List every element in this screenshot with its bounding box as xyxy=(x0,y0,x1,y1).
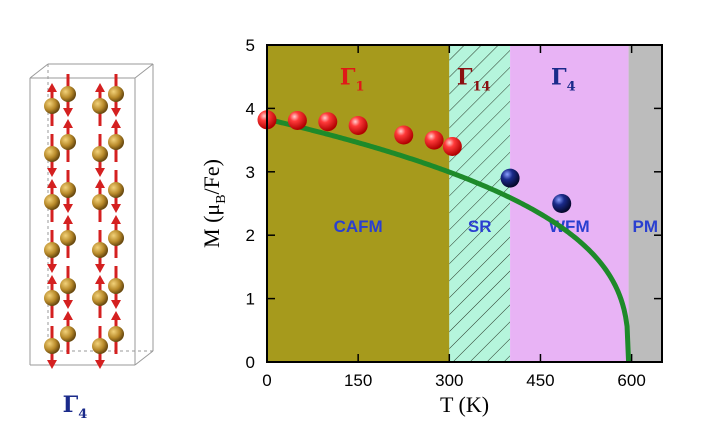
x-tick-label: 450 xyxy=(526,371,554,390)
spin-arrowhead xyxy=(63,119,73,128)
fe-atom xyxy=(108,326,124,342)
cell-edge xyxy=(29,63,49,79)
spin-arrowhead xyxy=(63,108,73,117)
fe-atom xyxy=(44,98,60,114)
fe-atom xyxy=(60,278,76,294)
crystal-structure: Γ4 xyxy=(29,63,154,422)
spin-arrowhead xyxy=(47,83,57,92)
spin-arrowhead xyxy=(95,264,105,273)
data-point xyxy=(424,130,444,150)
spin-arrowhead xyxy=(47,275,57,284)
y-tick-label: 4 xyxy=(246,99,255,118)
fe-atom xyxy=(108,182,124,198)
y-tick-label: 3 xyxy=(246,163,255,182)
spin-arrowhead xyxy=(95,275,105,284)
phase-regions xyxy=(267,45,662,362)
fe-atom xyxy=(44,194,60,210)
data-point xyxy=(500,168,520,188)
fe-atom xyxy=(44,338,60,354)
data-point xyxy=(552,194,572,213)
cell-edge xyxy=(134,350,154,366)
phase-symbol-labels: Γ1 Γ14 Γ4 xyxy=(340,64,576,94)
region-labels: CAFM SR WFM PM xyxy=(334,217,658,236)
fe-atom xyxy=(60,326,76,342)
spin-arrowhead xyxy=(95,179,105,188)
fe-atom xyxy=(92,242,108,258)
spin-arrowhead xyxy=(47,168,57,177)
spin-arrowhead xyxy=(111,204,121,213)
data-point xyxy=(318,112,338,132)
region-label-pm: PM xyxy=(633,217,659,236)
fe-atom xyxy=(108,86,124,102)
fe-atom xyxy=(108,134,124,150)
x-tick-label: 0 xyxy=(262,371,271,390)
plot-frame xyxy=(266,44,663,363)
magnetization-chart: CAFM SR WFM PM Γ1 Γ14 Γ4 0 150 300 450 600012345 … xyxy=(199,36,663,417)
spin-arrowhead xyxy=(47,360,57,369)
data-point xyxy=(394,125,414,145)
spin-arrowhead xyxy=(111,119,121,128)
fe-atom xyxy=(44,290,60,306)
spin-arrowhead xyxy=(95,360,105,369)
data-point xyxy=(287,110,307,130)
y-axis-title: M (μB/Fe) xyxy=(199,159,229,248)
region-pm xyxy=(628,45,662,362)
phase-label-cafm: Γ1 xyxy=(340,64,365,94)
data-point xyxy=(442,136,462,156)
data-points xyxy=(257,110,572,213)
region-label-cafm: CAFM xyxy=(334,217,383,236)
x-tick-label: 300 xyxy=(435,371,463,390)
spin-arrowhead xyxy=(95,83,105,92)
fe-atom xyxy=(92,338,108,354)
fe-atom xyxy=(92,98,108,114)
spin-arrowhead xyxy=(95,168,105,177)
region-label-sr: SR xyxy=(468,217,492,236)
spin-arrowhead xyxy=(111,300,121,309)
spin-arrowhead xyxy=(63,204,73,213)
fit-curve xyxy=(266,116,632,363)
atom-spin-columns xyxy=(44,74,124,369)
spin-arrowhead xyxy=(63,300,73,309)
fe-atom xyxy=(60,86,76,102)
y-tick-label: 2 xyxy=(246,226,255,245)
crystal-phase-label: Γ4 xyxy=(63,392,88,422)
spin-arrowhead xyxy=(111,311,121,320)
fe-atom xyxy=(60,134,76,150)
spin-arrowhead xyxy=(63,311,73,320)
y-tick-label: 1 xyxy=(246,290,255,309)
region-cafm xyxy=(267,45,450,362)
spin-arrowhead xyxy=(111,108,121,117)
x-tick-label: 600 xyxy=(617,371,645,390)
spin-arrowhead xyxy=(111,215,121,224)
fe-atom xyxy=(60,182,76,198)
data-point xyxy=(348,116,368,136)
x-tick-label: 150 xyxy=(344,371,372,390)
phase-label-wfm: Γ4 xyxy=(551,64,576,94)
cell-edge xyxy=(134,63,154,79)
unit-cell-box xyxy=(29,63,154,366)
axis-ticks: 0 150 300 450 600 0 1 2 3 4 5 xyxy=(246,36,662,390)
fe-atom xyxy=(92,194,108,210)
spin-arrowhead xyxy=(47,179,57,188)
fe-atom xyxy=(92,146,108,162)
spin-arrowhead xyxy=(47,264,57,273)
x-axis-title: T (K) xyxy=(440,392,489,417)
fe-atom xyxy=(108,230,124,246)
fe-atom xyxy=(44,146,60,162)
fe-atom xyxy=(44,242,60,258)
y-tick-label: 0 xyxy=(246,353,255,372)
spin-arrowhead xyxy=(63,215,73,224)
region-hatch xyxy=(449,45,511,362)
region-label-wfm: WFM xyxy=(549,217,590,236)
fe-atom xyxy=(92,290,108,306)
y-tick-label: 5 xyxy=(246,36,255,55)
phase-label-sr: Γ14 xyxy=(457,64,491,94)
fe-atom xyxy=(108,278,124,294)
fe-atom xyxy=(60,230,76,246)
